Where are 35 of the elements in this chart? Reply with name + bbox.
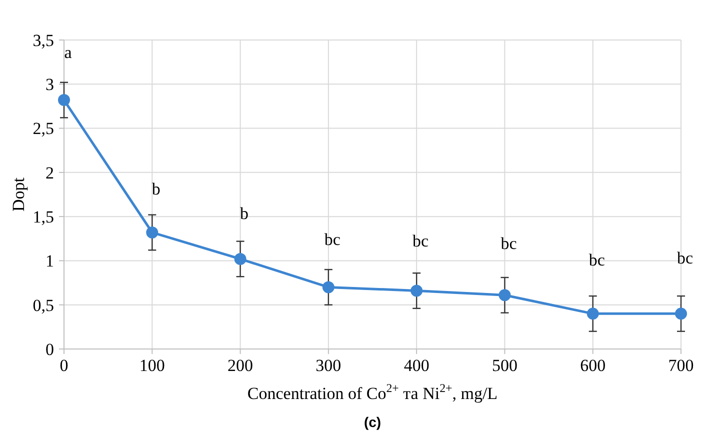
x-axis-title: Concentration of Co$^{2+}$ та Ni$^{2+}$, mg/L — [247, 381, 498, 403]
text: (c) — [364, 414, 382, 430]
y-axis-title: Dopt — [9, 177, 28, 212]
x-tick-label: 600 — [580, 356, 606, 375]
y-tick-label: 2,5 — [32, 119, 54, 138]
annotation: bc — [500, 234, 518, 254]
annotation: bc — [588, 250, 606, 270]
x-tick-label: 300 — [316, 356, 342, 375]
y-tick-label: 3,5 — [32, 30, 54, 50]
x-tick-label: 0 — [60, 356, 68, 375]
y-tick-label: 0,5 — [32, 296, 54, 315]
point — [234, 252, 246, 265]
y-tick-label: 3 — [46, 75, 54, 94]
y-tick-label: 1 — [46, 252, 54, 271]
point — [586, 308, 599, 320]
y-tick-label: 0 — [46, 340, 54, 359]
annotation: bc — [676, 248, 694, 268]
annotation: a — [64, 43, 72, 62]
y-tick-label: 1,5 — [32, 208, 54, 227]
annotation: b — [240, 204, 249, 223]
point — [58, 94, 70, 106]
x-tick-label: 200 — [228, 356, 254, 375]
x-tick-label: 700 — [668, 356, 694, 375]
x-tick-label: 100 — [139, 356, 165, 375]
point — [675, 308, 687, 320]
x-tick-label: 500 — [492, 356, 518, 375]
annotation: b — [152, 179, 160, 198]
point — [410, 284, 423, 297]
x-tick-label: 400 — [404, 356, 430, 375]
point — [146, 226, 158, 238]
annotation: bc — [324, 230, 341, 250]
y-tick-label: 2 — [46, 163, 54, 182]
annotation: bc — [412, 232, 430, 251]
point — [498, 289, 511, 302]
point — [322, 281, 334, 294]
